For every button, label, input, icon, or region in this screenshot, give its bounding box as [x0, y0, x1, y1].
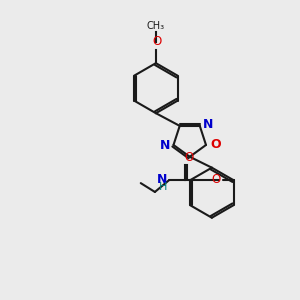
- Text: N: N: [160, 139, 170, 152]
- Text: O: O: [212, 173, 221, 186]
- Text: N: N: [203, 118, 214, 131]
- Text: O: O: [152, 35, 161, 48]
- Text: CH₃: CH₃: [147, 21, 165, 31]
- Text: O: O: [210, 139, 221, 152]
- Text: O: O: [184, 151, 194, 164]
- Text: H: H: [159, 182, 168, 192]
- Text: N: N: [157, 172, 168, 185]
